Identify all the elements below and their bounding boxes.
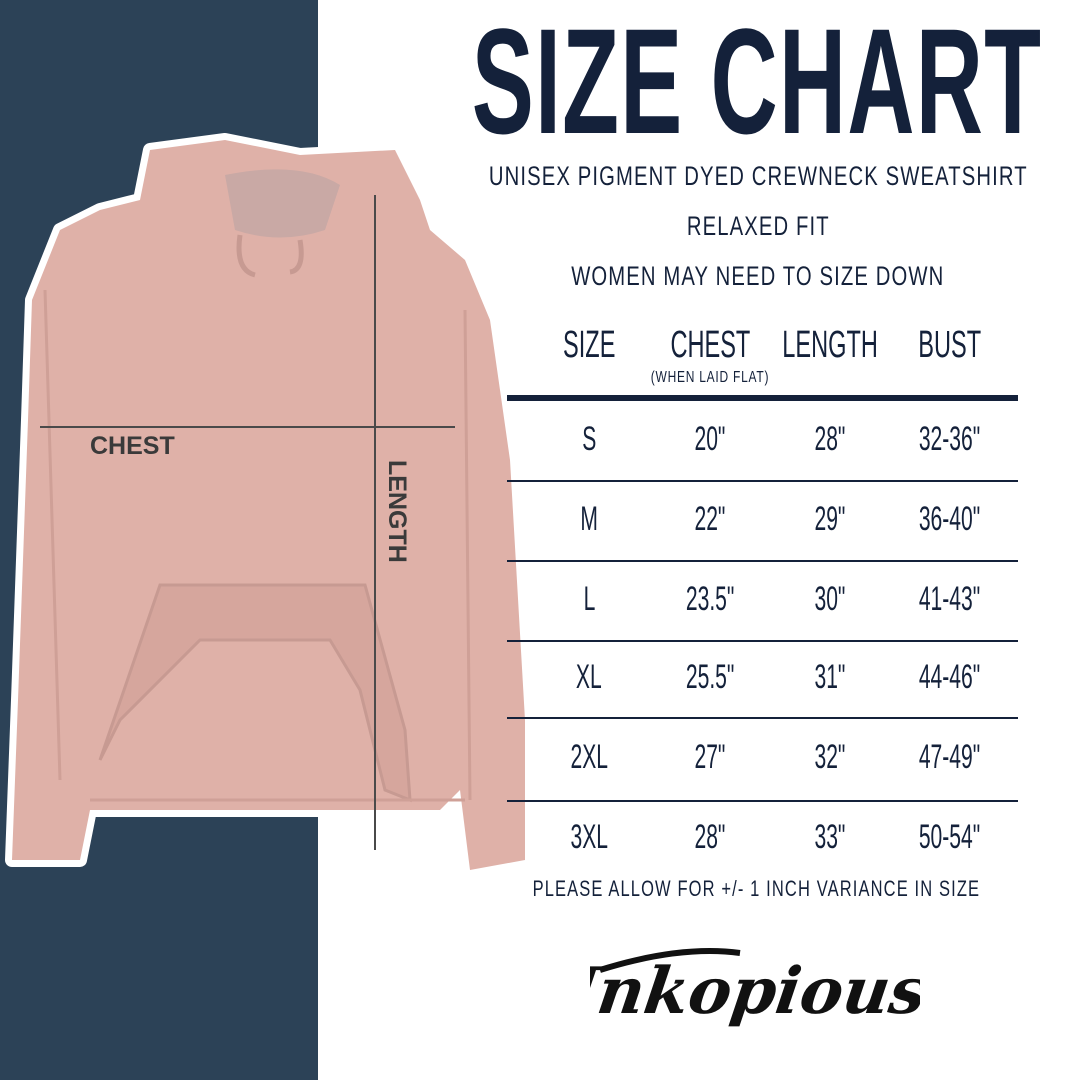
cell-size: 3XL [570,818,608,856]
row-divider [507,717,1018,719]
cell-length: 31" [814,658,846,696]
row-divider [507,480,1018,482]
cell-length: 29" [814,500,846,538]
cell-chest: 22" [694,500,726,538]
cell-chest: 25.5" [685,658,735,696]
cell-chest: 28" [694,818,726,856]
brand-logo: Inkopious [590,948,920,1029]
cell-size: S [581,420,597,458]
cell-length: 28" [814,420,846,458]
row-divider [507,560,1018,562]
row-divider [507,640,1018,642]
cell-size: M [580,500,598,538]
cell-length: 30" [814,580,846,618]
variance-footnote: PLEASE ALLOW FOR +/- 1 INCH VARIANCE IN … [532,876,980,901]
subtitle-product: UNISEX PIGMENT DYED CREWNECK SWEATSHIRT [488,161,1028,191]
subtitle-sizing-note: WOMEN MAY NEED TO SIZE DOWN [571,261,945,291]
chest-note: (WHEN LAID FLAT) [650,369,770,386]
chest-label: CHEST [90,432,175,460]
header-length: LENGTH [782,324,878,366]
header-rule [507,395,1018,401]
cell-chest: 20" [694,420,726,458]
subtitle-fit: RELAXED FIT [686,211,830,241]
header-bust: BUST [918,324,982,366]
cell-chest: 27" [694,738,726,776]
cell-size: 2XL [570,738,608,776]
header-chest: CHEST [670,324,750,366]
cell-bust: 41-43" [919,580,981,618]
cell-size: L [583,580,595,618]
hoodie-image [12,140,525,870]
cell-bust: 47-49" [919,738,981,776]
cell-length: 32" [814,738,846,776]
header-size: SIZE [562,324,616,366]
page-title: SIZE CHART [471,0,1043,165]
length-label: LENGTH [383,460,411,563]
cell-length: 33" [814,818,846,856]
row-divider [507,800,1018,802]
cell-size: XL [576,658,602,696]
cell-bust: 50-54" [919,818,981,856]
svg-text:Inkopious: Inkopious [590,954,920,1029]
cell-chest: 23.5" [685,580,735,618]
cell-bust: 44-46" [919,658,981,696]
cell-bust: 36-40" [919,500,981,538]
cell-bust: 32-36" [919,420,981,458]
